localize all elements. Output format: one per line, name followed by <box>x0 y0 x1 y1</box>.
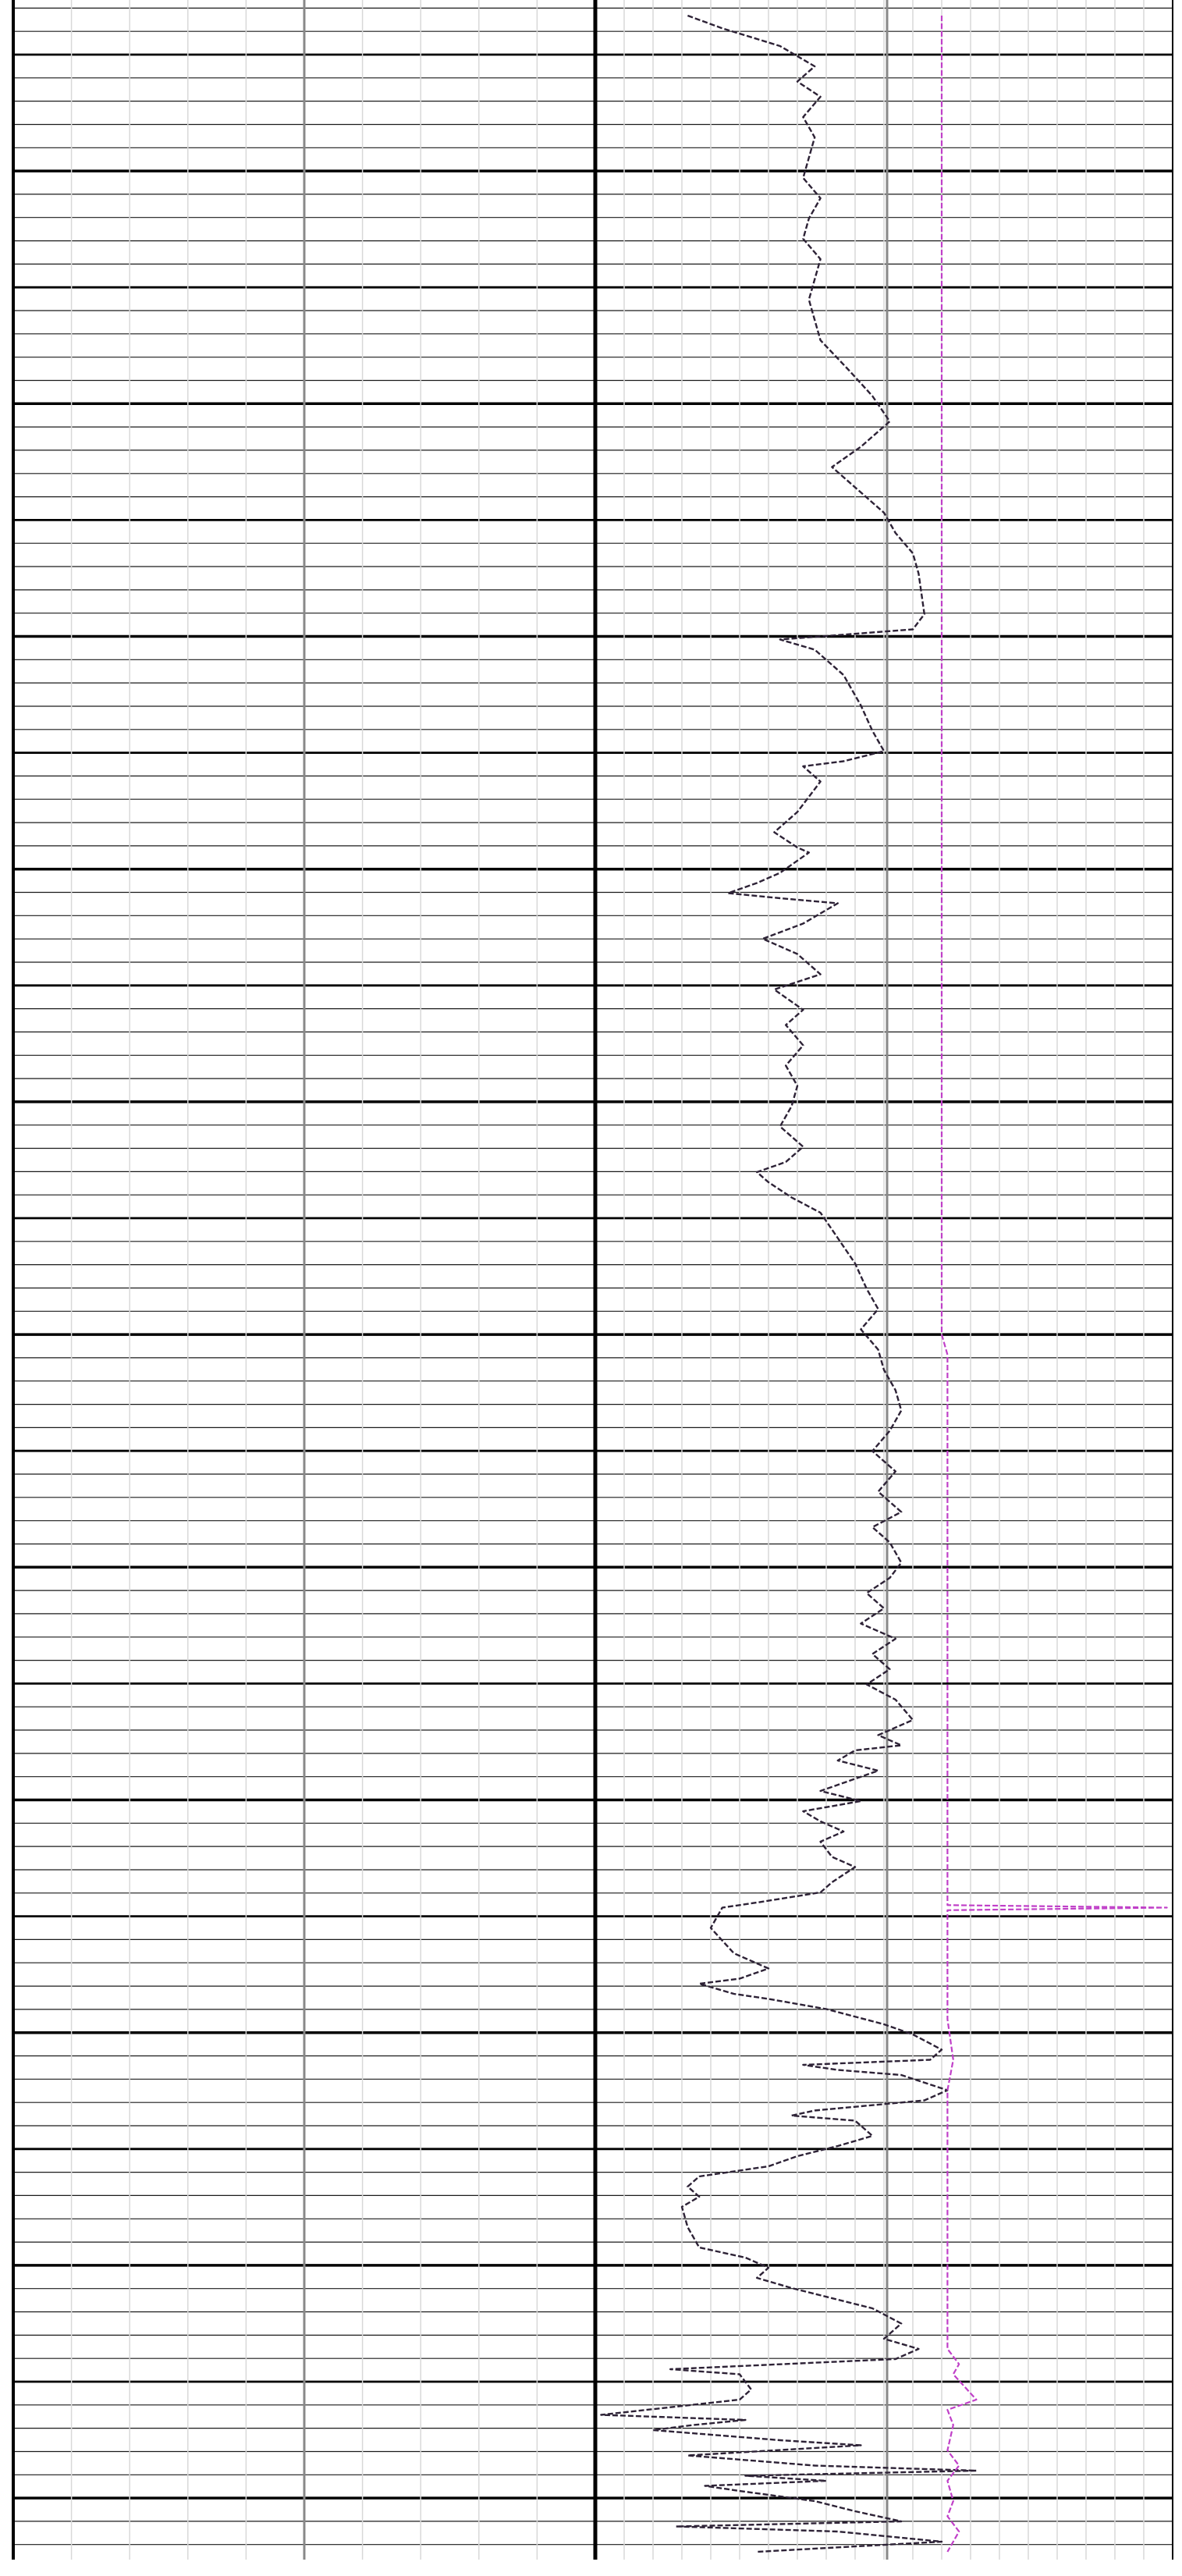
grid <box>12 0 1173 2560</box>
series-line-1 <box>600 14 978 2553</box>
series-line-2 <box>940 16 1168 2553</box>
series-layer <box>600 14 1168 2553</box>
